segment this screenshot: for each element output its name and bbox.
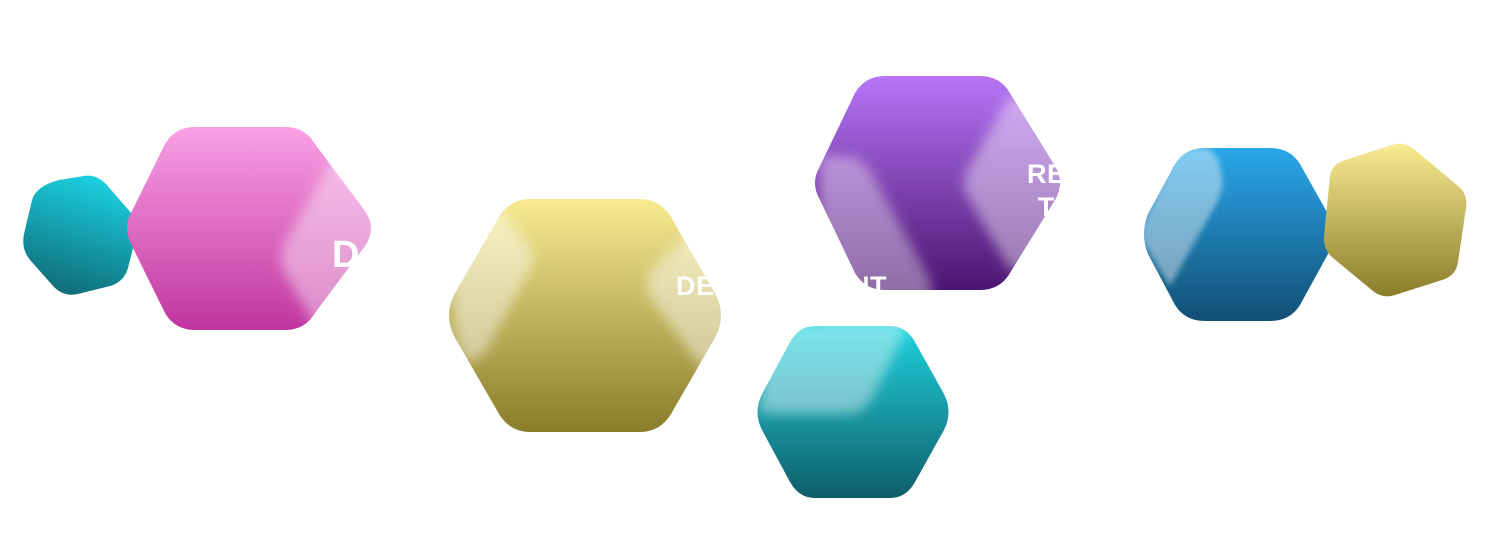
- pink-glass-overlay: [281, 160, 470, 356]
- cyan-glass-overlay: [760, 322, 910, 414]
- purple-right-glass-overlay: [964, 96, 1075, 270]
- yellow-small-hexagon: [1323, 143, 1467, 297]
- blue-glass-overlay: [1141, 148, 1223, 286]
- release-label-line-2: T: [1037, 192, 1055, 222]
- teal-small-hexagon: [23, 175, 138, 295]
- yellow-right-glass-overlay: [647, 222, 760, 366]
- release-label: RE T: [1027, 158, 1066, 224]
- design-label: D: [332, 234, 360, 276]
- purple-left-glass-overlay: [820, 156, 932, 320]
- development-label: DEVELOPMENT: [676, 271, 888, 301]
- yellow-left-glass-overlay: [452, 208, 533, 362]
- release-label-line-1: RE: [1027, 159, 1066, 189]
